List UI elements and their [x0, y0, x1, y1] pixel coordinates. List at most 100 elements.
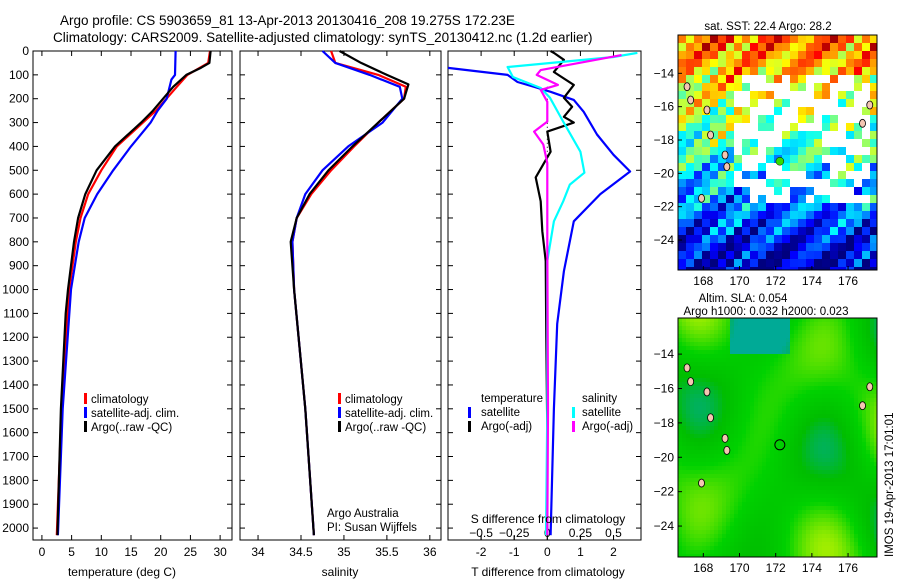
legend-label: Argo(-adj) — [481, 421, 532, 433]
credit-line2: PI: Susan Wijffels — [327, 522, 417, 534]
island-land — [698, 193, 705, 203]
sla-map-title: Altim. SLA: 0.054 — [699, 293, 788, 305]
x-tick-label: 35.5 — [375, 545, 399, 559]
temperature-legend: climatology satellite-adj. clim. Argo(..… — [84, 393, 179, 434]
island-land — [721, 433, 729, 443]
x-tick-label: 0 — [39, 545, 46, 559]
depth-tick-label: 1500 — [2, 402, 29, 416]
lon-tick-label: 174 — [802, 274, 822, 288]
sla-map-panel: 168 170 172 174 176 −14 −16 −18 −20 −22 −24 — [654, 317, 878, 575]
temperature-panel: 0 5 10 15 20 25 300100200300400500600700800900… — [2, 44, 233, 559]
plot-frame — [447, 50, 642, 541]
lat-tick-label: −18 — [654, 133, 675, 147]
legend-swatch-argo — [338, 421, 341, 432]
x-tick-label: 35 — [337, 545, 351, 559]
legend-swatch-argo — [84, 421, 87, 432]
legend-swatch-climatology — [84, 393, 87, 404]
depth-tick-label: 1200 — [2, 330, 29, 344]
depth-tick-label: 1600 — [2, 426, 29, 440]
lat-tick-label: −24 — [654, 233, 675, 247]
series-line-satellite-adj-clim- — [56, 50, 177, 536]
figure-title-line2: Climatology: CARS2009. Satellite-adjuste… — [53, 30, 593, 45]
credit-line1: Argo Australia — [327, 508, 399, 520]
series-line-argo-raw-qc- — [289, 50, 410, 536]
legend-label: climatology — [91, 394, 149, 406]
map-field — [678, 318, 877, 557]
legend-header-temperature: temperature — [481, 393, 543, 405]
series-line-s-satellite — [506, 51, 638, 536]
island-land — [683, 82, 691, 92]
lon-tick-label: 176 — [838, 274, 858, 288]
lat-tick-label: −20 — [654, 450, 675, 464]
x-tick-label: 25 — [184, 545, 198, 559]
island-land — [687, 377, 695, 387]
legend-swatch-satellite — [338, 407, 341, 418]
x-tick-label: 34 — [251, 545, 265, 559]
s-difference-xlabel: S difference from climatology — [471, 512, 626, 526]
map-field — [678, 35, 877, 270]
difference-legend: temperature salinity satellite Argo(-adj… — [468, 393, 633, 433]
island-land — [683, 363, 691, 373]
x-tick-label: 15 — [124, 545, 138, 559]
legend-swatch-t-argo — [468, 421, 471, 432]
x-tick-label: 36 — [423, 545, 437, 559]
island-land — [859, 118, 866, 128]
s-tick-label: 0.25 — [569, 526, 593, 540]
legend-label: satellite — [582, 407, 621, 419]
s-tick-label: −0.5 — [469, 526, 493, 540]
x-tick-label: 20 — [154, 545, 168, 559]
legend-label: Argo(..raw -QC) — [91, 422, 172, 434]
t-difference-xlabel: T difference from climatology — [471, 565, 625, 579]
x-tick-label: 2 — [610, 545, 617, 559]
legend-swatch-climatology — [338, 393, 341, 404]
depth-tick-label: 1300 — [2, 354, 29, 368]
lat-tick-label: −14 — [654, 347, 675, 361]
legend-label: satellite-adj. clim. — [91, 408, 179, 420]
depth-tick-label: 1100 — [3, 306, 29, 320]
lon-tick-label: 172 — [766, 274, 786, 288]
salinity-xlabel: salinity — [322, 565, 359, 579]
map-frame — [677, 34, 878, 271]
depth-tick-label: 2000 — [2, 521, 29, 535]
legend-label: Argo(..raw -QC) — [345, 422, 426, 434]
depth-tick-label: 1700 — [2, 450, 29, 464]
s-tick-label: 0.5 — [605, 526, 622, 540]
x-tick-label: 0 — [544, 545, 551, 559]
x-tick-label: 30 — [213, 545, 227, 559]
s-tick-label: −0.25 — [499, 526, 530, 540]
salinity-legend: climatology satellite-adj. clim. Argo(..… — [327, 393, 433, 534]
figure-title-line1: Argo profile: CS 5903659_81 13-Apr-2013 … — [60, 13, 515, 28]
difference-panel: -2 -1 0 1 2−0.5 −0.25 0 0.25 0.5 — [447, 50, 642, 559]
temperature-xlabel: temperature (deg C) — [68, 565, 176, 579]
island-land — [866, 382, 874, 392]
argo-location-marker — [775, 157, 785, 166]
depth-tick-label: 100 — [9, 68, 29, 82]
series-line-t-satellite — [447, 66, 632, 536]
depth-tick-label: 1900 — [2, 497, 29, 511]
legend-label: satellite-adj. clim. — [345, 408, 433, 420]
x-tick-label: 1 — [577, 545, 584, 559]
depth-tick-label: 700 — [9, 211, 29, 225]
series-line-t-argo-adj- — [534, 50, 575, 536]
legend-swatch-s-satellite — [572, 407, 575, 418]
island-land — [723, 445, 731, 455]
island-land — [707, 413, 714, 423]
depth-tick-label: 200 — [9, 92, 29, 106]
salinity-panel: 34 34.5 35 35.5 36 — [239, 50, 442, 559]
lat-tick-label: −16 — [654, 100, 675, 114]
argo-location-marker — [774, 439, 786, 451]
lat-tick-label: −16 — [654, 381, 675, 395]
legend-label: Argo(-adj) — [582, 421, 633, 433]
island-land — [866, 100, 874, 110]
lon-tick-label: 174 — [802, 561, 822, 575]
lat-tick-label: −22 — [654, 485, 675, 499]
island-land — [859, 401, 866, 411]
legend-swatch-t-satellite — [468, 407, 471, 418]
depth-tick-label: 400 — [9, 139, 29, 153]
lon-tick-label: 176 — [838, 561, 858, 575]
depth-tick-label: 0 — [22, 44, 29, 58]
island-land — [698, 478, 705, 488]
series-line-s-argo-adj- — [532, 54, 622, 536]
map-frame — [677, 317, 878, 558]
